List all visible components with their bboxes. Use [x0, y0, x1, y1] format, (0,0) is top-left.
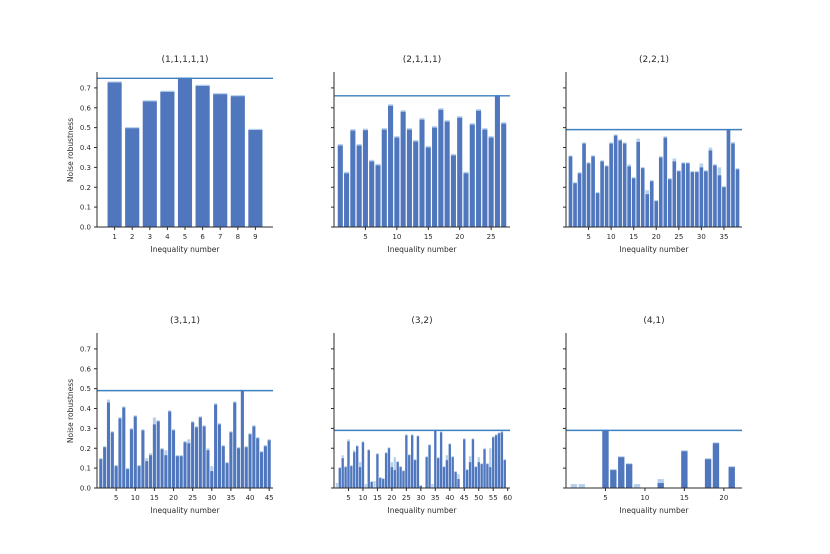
subplot-title: (3,2) — [411, 316, 432, 326]
svg-text:15: 15 — [373, 494, 382, 502]
svg-text:25: 25 — [487, 233, 496, 241]
svg-text:20: 20 — [455, 233, 464, 241]
svg-text:20: 20 — [169, 494, 178, 502]
svg-text:0.5: 0.5 — [80, 385, 91, 393]
svg-text:40: 40 — [246, 494, 255, 502]
svg-text:8: 8 — [236, 233, 240, 241]
svg-text:25: 25 — [674, 233, 683, 241]
subplot-4-1: (4,1) Inequality number 5 10 15 20 — [563, 316, 742, 515]
subplot-title: (3,1,1) — [170, 316, 200, 326]
x-axis-label: Inequality number — [620, 245, 690, 254]
svg-text:5: 5 — [183, 233, 187, 241]
svg-text:55: 55 — [489, 494, 498, 502]
svg-text:35: 35 — [431, 494, 440, 502]
svg-text:5: 5 — [603, 494, 607, 502]
svg-text:15: 15 — [150, 494, 159, 502]
x-axis-label: Inequality number — [388, 245, 458, 254]
svg-text:25: 25 — [188, 494, 197, 502]
svg-text:0.0: 0.0 — [80, 224, 91, 232]
svg-text:20: 20 — [652, 233, 661, 241]
svg-text:35: 35 — [226, 494, 235, 502]
svg-text:3: 3 — [148, 233, 152, 241]
svg-text:0.2: 0.2 — [80, 184, 91, 192]
svg-text:60: 60 — [503, 494, 512, 502]
svg-text:20: 20 — [387, 494, 396, 502]
svg-text:10: 10 — [607, 233, 616, 241]
svg-text:30: 30 — [697, 233, 706, 241]
svg-text:25: 25 — [402, 494, 411, 502]
svg-text:0.2: 0.2 — [80, 445, 91, 453]
svg-text:5: 5 — [346, 494, 350, 502]
plot-area: 0.0 0.1 0.2 0.3 0.4 0.5 0.6 0.7 5 10 15 20 25 30 35 40 4… — [80, 333, 274, 502]
subplot-title: (1,1,1,1,1) — [161, 55, 208, 65]
svg-text:10: 10 — [392, 233, 401, 241]
svg-text:35: 35 — [719, 233, 728, 241]
svg-text:30: 30 — [207, 494, 216, 502]
svg-text:0.1: 0.1 — [80, 204, 91, 212]
svg-text:5: 5 — [363, 233, 367, 241]
subplot-title: (4,1) — [643, 316, 664, 326]
plot-area: 0.0 0.1 0.2 0.3 0.4 0.5 0.6 0.7 1 2 3 4 5 6 7 8 9 — [80, 72, 273, 241]
svg-text:15: 15 — [680, 494, 689, 502]
svg-text:15: 15 — [629, 233, 638, 241]
x-axis-label: Inequality number — [151, 506, 221, 515]
svg-text:9: 9 — [253, 233, 257, 241]
plot-area: 5 10 15 20 25 30 35 — [563, 72, 742, 241]
svg-text:0.7: 0.7 — [80, 345, 91, 353]
svg-text:0.3: 0.3 — [80, 425, 91, 433]
x-axis-label: Inequality number — [151, 245, 221, 254]
svg-text:0.5: 0.5 — [80, 124, 91, 132]
subplot-title: (2,2,1) — [639, 55, 669, 65]
plot-area: 5 10 15 20 — [563, 333, 742, 502]
svg-text:0.4: 0.4 — [80, 144, 92, 152]
svg-text:2: 2 — [130, 233, 134, 241]
svg-text:5: 5 — [114, 494, 118, 502]
svg-text:0.7: 0.7 — [80, 84, 91, 92]
subplot-2-1-1-1: (2,1,1,1) Inequality number 5 10 15 20 25 — [331, 55, 510, 254]
svg-text:10: 10 — [131, 494, 140, 502]
svg-text:10: 10 — [640, 494, 649, 502]
svg-text:0.3: 0.3 — [80, 164, 91, 172]
svg-text:0.0: 0.0 — [80, 485, 91, 493]
subplot-3-2: (3,2) Inequality number 5 10 15 20 25 30 35 40 4… — [331, 316, 512, 515]
svg-text:0.1: 0.1 — [80, 465, 91, 473]
plot-area: 5 10 15 20 25 30 35 40 45 50 55 60 — [331, 333, 512, 502]
subplot-title: (2,1,1,1) — [403, 55, 442, 65]
svg-text:6: 6 — [200, 233, 205, 241]
svg-text:50: 50 — [474, 494, 483, 502]
subplot-2-2-1: (2,2,1) Inequality number 5 10 15 20 25 30 35 — [563, 55, 742, 254]
y-axis-label: Noise robustness — [66, 379, 75, 443]
svg-text:0.6: 0.6 — [80, 365, 92, 373]
subplot-3-1-1: (3,1,1) Noise robustness Inequality numb… — [66, 316, 274, 515]
svg-text:45: 45 — [265, 494, 274, 502]
svg-text:45: 45 — [460, 494, 469, 502]
svg-text:7: 7 — [218, 233, 222, 241]
svg-text:30: 30 — [416, 494, 425, 502]
svg-text:0.6: 0.6 — [80, 104, 92, 112]
subplot-1-1-1-1-1: (1,1,1,1,1) Noise robustness Inequality … — [66, 55, 273, 254]
svg-text:4: 4 — [165, 233, 170, 241]
svg-text:15: 15 — [424, 233, 433, 241]
svg-text:20: 20 — [719, 494, 728, 502]
svg-text:0.4: 0.4 — [80, 405, 92, 413]
svg-text:40: 40 — [445, 494, 454, 502]
svg-text:10: 10 — [358, 494, 367, 502]
x-axis-label: Inequality number — [620, 506, 690, 515]
svg-text:1: 1 — [112, 233, 116, 241]
plot-area: 5 10 15 20 25 — [331, 72, 510, 241]
x-axis-label: Inequality number — [388, 506, 458, 515]
y-axis-label: Noise robustness — [66, 118, 75, 182]
svg-text:5: 5 — [586, 233, 590, 241]
